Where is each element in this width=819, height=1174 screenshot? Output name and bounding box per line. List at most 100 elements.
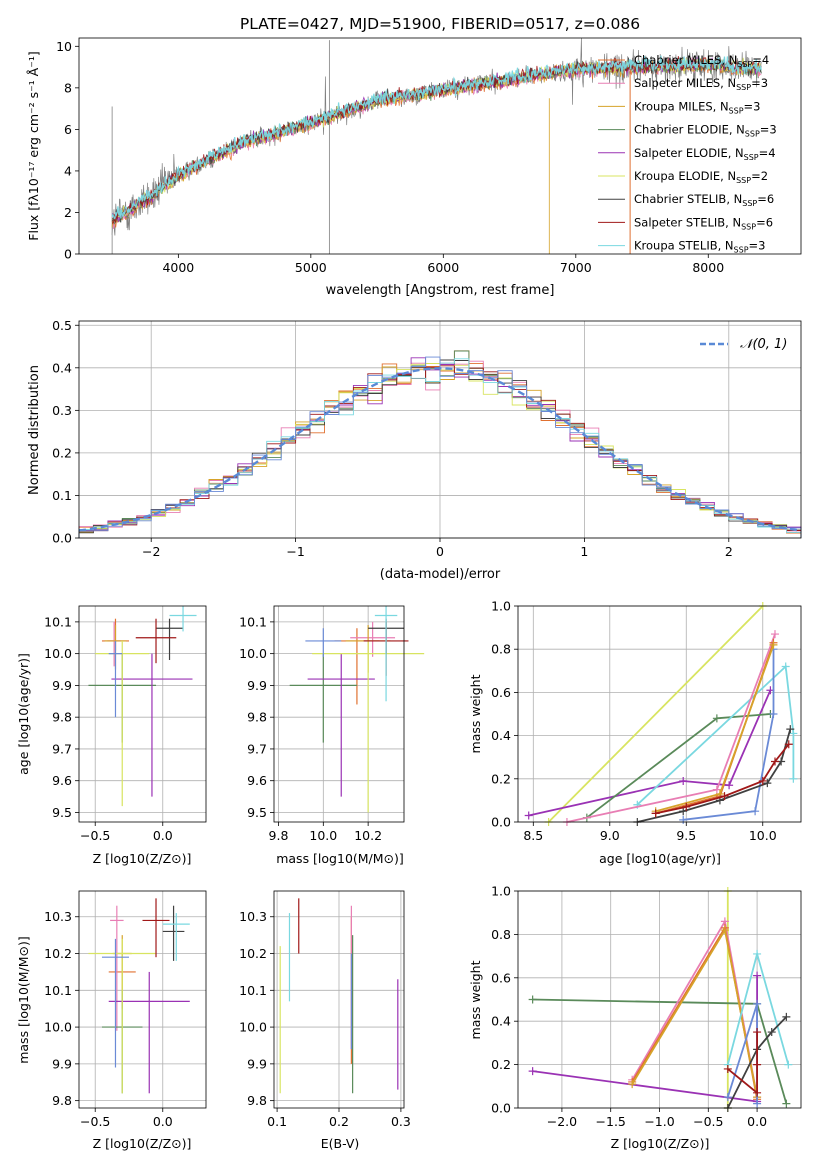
plus-marker [789,729,798,738]
plus-marker [528,1067,537,1076]
x-tick-label: 0.0 [153,828,173,843]
legend-ssp-subscript: SSP [745,130,760,139]
legend-ssp-value: =3 [751,76,768,90]
plus-marker [763,779,772,788]
spectrum-ylabel: Flux [fλ10⁻¹⁷ erg cm⁻² s⁻¹ Å⁻¹] [26,51,41,240]
mass-weight-line-0 [547,605,764,823]
model-spectrum-7 [111,55,762,225]
legend-ssp-value: =4 [752,53,769,67]
plus-marker [651,809,660,818]
age-vs-mass-panel: 9.8 10.0 10.2 9.5 9.6 9.7 9.8 9.9 10.0 10.1 mass … [239,605,425,866]
plus-marker [712,785,721,794]
y-tick-label: 0.5 [52,318,72,333]
mass-vs-ebv-panel: 0.1 0.2 0.3 9.8 9.9 10.0 10.1 10.2 10.3 E(B-V) [239,890,411,1151]
x-tick-label: −0.5 [80,828,110,843]
legend-label: Chabrier MILES, NSSP=4 [634,53,769,69]
x-tick-label: −0.5 [80,1114,110,1129]
legend-ssp-subscript: SSP [742,199,757,208]
mass-weight-line-8 [637,728,792,823]
plus-marker [720,792,729,801]
plus-marker [782,1099,791,1108]
legend-ssp-subscript: SSP [736,83,751,92]
mass-weight-vs-age-panel: 8.5 9.0 9.5 10.0 0.0 0.2 0.4 0.6 0.8 1.0 age [log… [468,599,802,866]
y-tick-label: 9.8 [52,710,72,725]
y-tick-label: 9.9 [52,678,72,693]
y-tick-label: 10.1 [44,614,72,629]
mass-weight-vs-z-xlabel: Z [log10(Z/Z⊙)] [611,1136,710,1151]
mass-weight-line-9 [655,743,790,815]
mass-weight-line-1 [528,689,772,817]
legend-ssp-value: =3 [744,99,761,113]
y-tick-label: 1.0 [491,599,511,614]
x-tick-label: −0.5 [693,1114,723,1129]
mass-vs-z-xlabel: Z [log10(Z/Z⊙)] [93,1136,192,1151]
y-tick-label: 0.2 [491,1057,511,1072]
y-tick-label: 6 [64,122,72,137]
plus-marker [769,710,778,718]
plus-marker [753,1060,762,1069]
x-tick-label: 2 [725,544,733,559]
y-tick-label: 9.7 [52,741,72,756]
legend-ssp-subscript: SSP [729,106,744,115]
legend-ssp-subscript: SSP [734,246,749,255]
x-tick-label: 0 [436,544,444,559]
plus-marker [782,1012,791,1021]
legend-label: Kroupa ELODIE, NSSP=2 [634,169,768,185]
y-tick-label: 10.0 [239,1020,267,1035]
x-tick-label: 0.1 [267,1114,287,1129]
x-tick-label: 6000 [427,260,459,275]
legend-ssp-value: =3 [749,239,766,253]
x-tick-label: −1.0 [644,1114,674,1129]
x-tick-label: 0.0 [747,1114,767,1129]
plus-marker [723,1064,732,1073]
y-tick-label: 10.3 [44,909,72,924]
mass-weight-line-3 [631,918,758,1098]
x-tick-label: 10.0 [749,828,777,843]
plus-marker [723,1093,732,1102]
plus-marker [770,757,779,766]
age-vs-z-panel: −0.5 0.0 9.5 9.6 9.7 9.8 9.9 10.0 10.1 Z [log10(… [16,605,207,866]
histogram-legend: 𝒩(0, 1) [700,337,787,352]
y-tick-label: 9.9 [247,1056,267,1071]
x-tick-label: 7000 [560,260,592,275]
plus-marker [524,811,533,820]
legend-gaussian-label: 𝒩(0, 1) [740,337,787,352]
plus-marker [679,815,688,824]
spectrum-panel: PLATE=0427, MJD=51900, FIBERID=0517, z=0… [26,15,802,298]
y-tick-label: 0.6 [491,970,511,985]
y-tick-label: 9.6 [247,773,267,788]
legend-ssp-value: =4 [759,146,776,160]
x-tick-label: 8000 [692,260,724,275]
plus-marker [753,949,762,958]
y-tick-label: 0.0 [491,815,511,830]
y-tick-label: 0.1 [52,488,72,503]
mass-vs-ebv-xlabel: E(B-V) [321,1136,360,1151]
gaussian-reference-curve [78,367,802,532]
mass-weight-line-7 [655,644,775,813]
y-tick-label: 10.1 [44,983,72,998]
plus-marker [753,999,762,1008]
plus-marker [628,1080,637,1089]
x-tick-label: 0.3 [391,1114,411,1129]
x-tick-label: −1 [286,544,304,559]
legend-ssp-subscript: SSP [737,60,752,69]
y-tick-label: 0.4 [491,1014,511,1029]
legend-label: Salpeter STELIB, NSSP=6 [634,215,773,231]
y-tick-label: 0.6 [491,685,511,700]
legend-label: Chabrier STELIB, NSSP=6 [634,192,774,208]
mass-vs-z-frame [78,890,207,1109]
y-tick-label: 9.5 [52,805,72,820]
plus-marker [786,725,795,734]
y-tick-label: 0.2 [491,771,511,786]
plus-marker [770,630,779,639]
plus-marker [725,781,734,790]
legend-label: Salpeter MILES, NSSP=3 [634,76,768,92]
legend-ssp-value: =2 [751,169,768,183]
y-tick-label: 0 [64,247,72,262]
y-tick-label: 9.6 [52,773,72,788]
y-tick-label: 10.2 [44,946,72,961]
histogram-xlabel: (data-model)/error [380,567,501,582]
mass-weight-vs-z-ylabel: mass weight [468,960,483,1039]
y-tick-label: 1.0 [491,884,511,899]
y-tick-label: 10.1 [239,614,267,629]
